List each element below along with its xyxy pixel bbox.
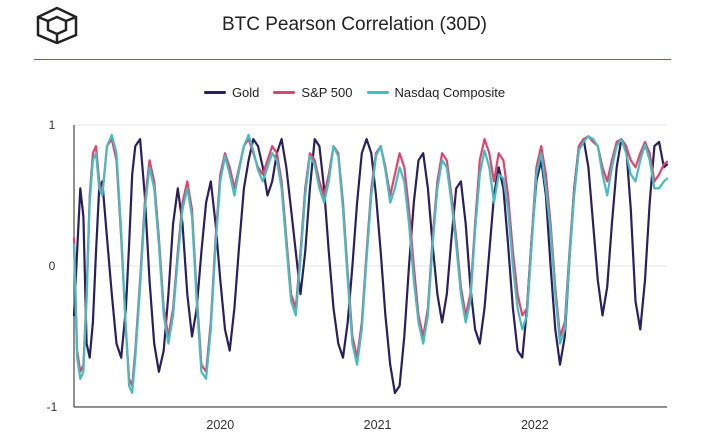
cube-logo-icon — [36, 6, 78, 44]
legend-item-nasdaq[interactable]: Nasdaq Composite — [366, 85, 506, 100]
x-tick-label-2021: 2021 — [364, 418, 392, 432]
legend-label-nasdaq: Nasdaq Composite — [394, 85, 506, 100]
legend-swatch-gold — [203, 91, 226, 94]
y-tick-label-0: 0 — [49, 259, 56, 273]
legend-swatch-sp500 — [273, 91, 296, 94]
y-tick-label-1: 1 — [49, 118, 56, 132]
legend-swatch-nasdaq — [366, 91, 389, 94]
series-line-nasdaq-composite — [72, 133, 669, 394]
legend-item-gold[interactable]: Gold — [203, 85, 260, 100]
chart-title: BTC Pearson Correlation (30D) — [221, 14, 488, 35]
y-tick-label--1: -1 — [47, 400, 58, 414]
x-tick-label-2020: 2020 — [206, 418, 234, 432]
title-divider — [34, 59, 671, 60]
x-tick-label-2022: 2022 — [521, 418, 549, 432]
chart-legend: Gold S&P 500 Nasdaq Composite — [0, 85, 709, 100]
legend-item-sp500[interactable]: S&P 500 — [273, 85, 353, 100]
legend-label-sp500: S&P 500 — [301, 85, 353, 100]
legend-label-gold: Gold — [231, 85, 260, 100]
